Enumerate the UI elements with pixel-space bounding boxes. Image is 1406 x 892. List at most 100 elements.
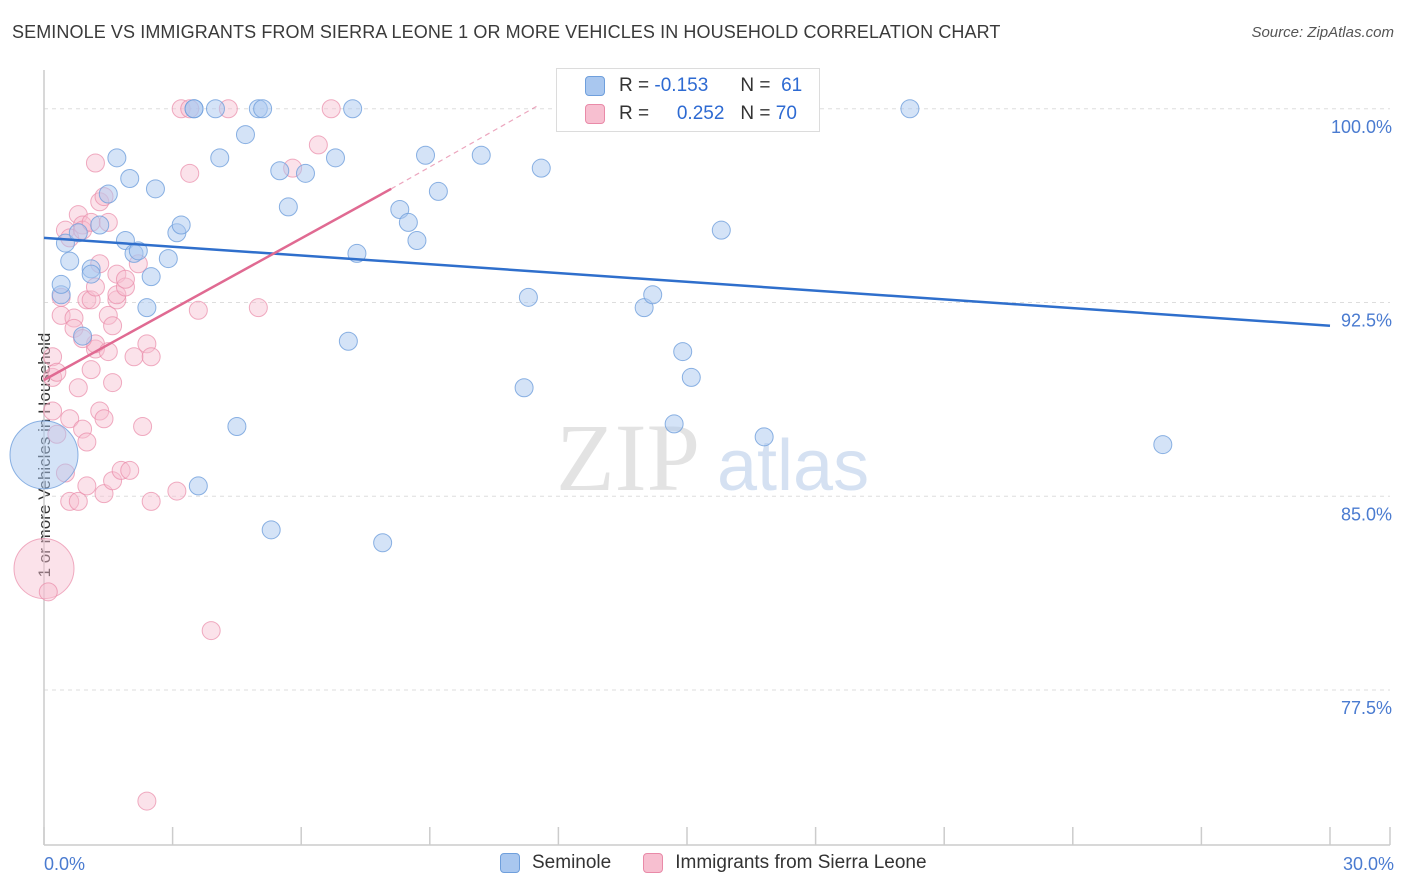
- seminole-point: [471, 145, 491, 165]
- sierra-leone-point: [308, 135, 328, 155]
- seminole-point: [711, 220, 731, 240]
- seminole-point: [137, 298, 157, 318]
- seminole-point: [184, 99, 204, 119]
- seminole-point: [205, 99, 225, 119]
- seminole-point: [518, 287, 538, 307]
- sierra-leone-point: [13, 538, 75, 600]
- legend-r-label: R =: [619, 75, 650, 96]
- seminole-point: [68, 223, 88, 243]
- sierra-leone-legend-swatch: [643, 853, 664, 873]
- seminole-point: [141, 267, 161, 287]
- sierra-leone-r-value: 0.252: [676, 103, 725, 124]
- legend-n-label: N =: [740, 75, 771, 96]
- sierra-leone-point: [188, 300, 208, 320]
- legend-row-sierra-leone: R = 0.252 N = 70: [557, 100, 797, 128]
- sierra-leone-point: [98, 305, 118, 325]
- seminole-point: [643, 285, 663, 305]
- legend-n-label: N =: [740, 103, 771, 124]
- sierra-leone-point: [81, 290, 101, 310]
- seminole-swatch: [585, 76, 605, 96]
- sierra-leone-point: [38, 582, 58, 602]
- sierra-leone-swatch: [585, 104, 605, 124]
- trend-lines: [43, 105, 1331, 382]
- sierra-leone-point: [137, 334, 157, 354]
- sierra-leone-point: [137, 791, 157, 811]
- seminole-point: [338, 331, 358, 351]
- sierra-leone-point: [94, 409, 114, 429]
- watermark-atlas: atlas: [717, 426, 869, 506]
- seminole-point: [90, 215, 110, 235]
- seminole-point: [107, 148, 127, 168]
- sierra-leone-point: [81, 360, 101, 380]
- seminole-n-value: 61: [781, 75, 803, 96]
- seminole-point: [664, 414, 684, 434]
- sierra-leone-point: [73, 419, 93, 439]
- seminole-point: [398, 212, 418, 232]
- seminole-point: [9, 420, 79, 490]
- seminole-trend-line: [43, 236, 1331, 327]
- seminole-point: [171, 215, 191, 235]
- sierra-leone-point: [180, 163, 200, 183]
- sierra-leone-n-value: 70: [775, 103, 797, 124]
- series-legend: Seminole Immigrants from Sierra Leone: [500, 852, 927, 874]
- series-seminole-points: [9, 99, 1173, 553]
- seminole-point: [81, 264, 101, 284]
- y-tick-label: 92.5%: [1341, 311, 1392, 331]
- sierra-leone-point: [248, 298, 268, 318]
- seminole-point: [98, 184, 118, 204]
- seminole-point: [295, 163, 315, 183]
- seminole-point: [253, 99, 273, 119]
- x-tick-label-max: 30.0%: [1343, 854, 1394, 874]
- gridlines: [44, 108, 1390, 691]
- sierra-leone-trend-line: [43, 187, 392, 382]
- sierra-leone-point: [85, 153, 105, 173]
- seminole-point: [428, 181, 448, 201]
- sierra-leone-point: [43, 347, 63, 367]
- seminole-point: [343, 99, 363, 119]
- sierra-leone-point: [141, 491, 161, 511]
- seminole-legend-swatch: [500, 853, 520, 873]
- sierra-leone-point: [103, 373, 123, 393]
- legend-row-seminole: R = -0.153 N = 61: [557, 72, 802, 100]
- seminole-point: [128, 241, 148, 261]
- y-tick-label: 77.5%: [1341, 698, 1392, 718]
- sierra-leone-point: [167, 481, 187, 501]
- seminole-point: [60, 251, 80, 271]
- sierra-leone-trend-extension: [390, 105, 538, 190]
- seminole-point: [73, 326, 93, 346]
- seminole-point: [145, 179, 165, 199]
- sierra-leone-point: [115, 269, 135, 289]
- x-tick-label-min: 0.0%: [44, 854, 85, 874]
- sierra-leone-point: [115, 277, 135, 297]
- seminole-point: [235, 125, 255, 145]
- sierra-leone-point: [141, 347, 161, 367]
- sierra-leone-point: [321, 99, 341, 119]
- sierra-leone-legend-label: Immigrants from Sierra Leone: [675, 852, 927, 873]
- seminole-point: [754, 427, 774, 447]
- seminole-legend-label: Seminole: [532, 852, 612, 873]
- chart-title: SEMINOLE VS IMMIGRANTS FROM SIERRA LEONE…: [12, 22, 1001, 42]
- seminole-point: [188, 476, 208, 496]
- sierra-leone-point: [133, 417, 153, 436]
- stats-legend: R = -0.153 N = 61 R = 0.252 N = 70: [556, 68, 820, 132]
- sierra-leone-point: [120, 460, 140, 480]
- y-tick-label: 85.0%: [1341, 504, 1392, 524]
- sierra-leone-point: [77, 432, 97, 452]
- seminole-point: [325, 148, 345, 168]
- sierra-leone-point: [43, 401, 63, 421]
- seminole-point: [278, 197, 298, 217]
- seminole-point: [261, 520, 281, 540]
- sierra-leone-point: [77, 476, 97, 496]
- seminole-point: [1153, 435, 1173, 455]
- sierra-leone-point: [68, 491, 88, 511]
- sierra-leone-point: [68, 378, 88, 398]
- seminole-point: [407, 231, 427, 250]
- seminole-point: [531, 158, 551, 178]
- tick-labels: 100.0% 92.5% 85.0% 77.5% 0.0% 30.0%: [44, 117, 1394, 874]
- y-tick-label: 100.0%: [1331, 117, 1392, 137]
- watermark: ZIP atlas: [556, 404, 869, 511]
- seminole-point: [373, 533, 393, 553]
- sierra-leone-point: [124, 347, 144, 367]
- seminole-point: [120, 169, 140, 188]
- seminole-point: [673, 342, 693, 362]
